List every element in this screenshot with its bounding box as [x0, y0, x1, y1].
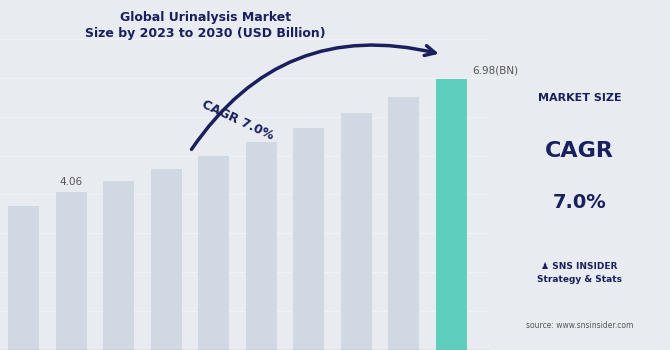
Bar — [341, 113, 372, 350]
Bar — [436, 78, 466, 350]
Bar — [388, 97, 419, 350]
Text: CAGR: CAGR — [545, 140, 614, 161]
Text: 4.06: 4.06 — [60, 177, 83, 188]
Text: source: www.snsinsider.com: source: www.snsinsider.com — [526, 321, 633, 330]
Bar — [103, 181, 134, 350]
Bar — [198, 155, 229, 350]
Text: CAGR 7.0%: CAGR 7.0% — [200, 98, 275, 143]
Bar — [56, 192, 86, 350]
Text: ♟ SNS INSIDER
Strategy & Stats: ♟ SNS INSIDER Strategy & Stats — [537, 262, 622, 284]
Bar — [246, 142, 277, 350]
Bar — [293, 128, 324, 350]
Bar — [151, 169, 182, 350]
Text: Global Urinalysis Market
Size by 2023 to 2030 (USD Billion): Global Urinalysis Market Size by 2023 to… — [85, 10, 326, 41]
Text: MARKET SIZE: MARKET SIZE — [538, 93, 621, 103]
Bar — [8, 206, 39, 350]
Text: 7.0%: 7.0% — [553, 194, 606, 212]
Text: 6.98(BN): 6.98(BN) — [472, 65, 519, 76]
